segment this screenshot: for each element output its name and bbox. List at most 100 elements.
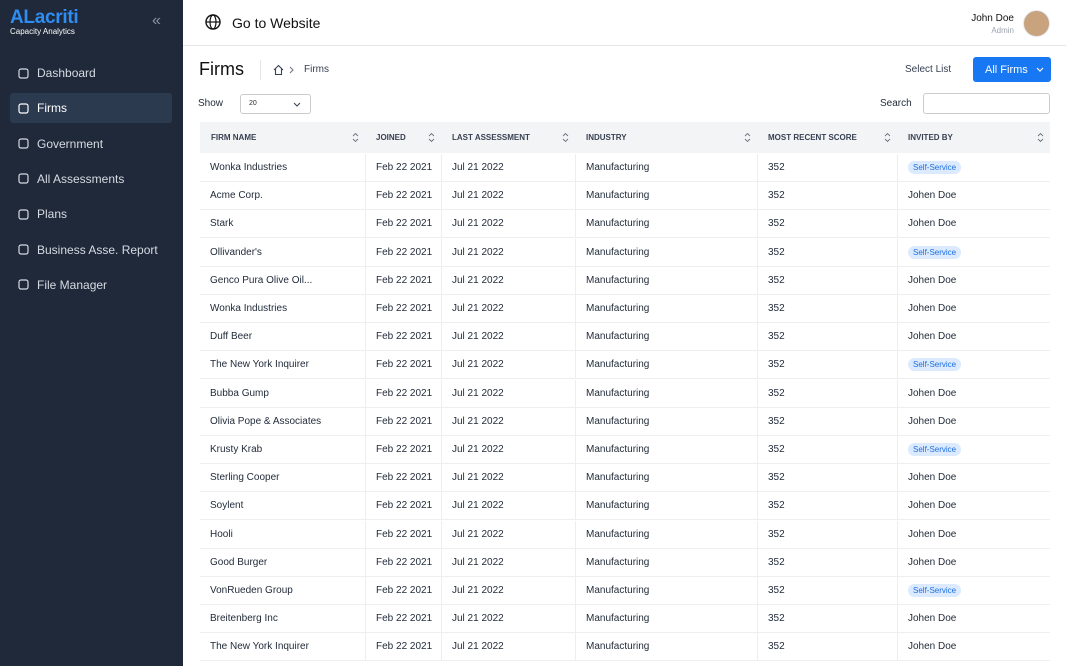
nav-item[interactable]: Dashboard <box>10 58 172 88</box>
collapse-button[interactable]: « <box>152 12 161 30</box>
table-cell: Manufacturing <box>575 239 757 267</box>
table-cell: Manufacturing <box>575 633 757 661</box>
cell-text: Feb 22 2021 <box>376 162 432 173</box>
table-cell: Bubba Gump <box>200 380 365 408</box>
cell-text: Feb 22 2021 <box>376 359 432 370</box>
table-cell: Jul 21 2022 <box>441 492 575 520</box>
table-cell: Self-Service <box>897 351 1050 379</box>
cell-text: Manufacturing <box>586 529 649 540</box>
nav-item[interactable]: File Manager <box>10 270 172 300</box>
nav-icon <box>18 173 29 184</box>
show-select[interactable]: 20 <box>240 94 311 114</box>
breadcrumb[interactable]: Firms <box>304 64 329 75</box>
nav-label: Dashboard <box>37 66 96 80</box>
cell-text: Bubba Gump <box>210 388 269 399</box>
badge: Self-Service <box>908 443 961 456</box>
cell-text: Sterling Cooper <box>210 472 279 483</box>
cell-text: Manufacturing <box>586 472 649 483</box>
column-header[interactable]: INVITED BY <box>897 122 1050 153</box>
cell-text: Wonka Industries <box>210 162 287 173</box>
breadcrumb-home[interactable] <box>273 64 297 76</box>
nav-label: Business Asse. Report <box>37 243 158 257</box>
avatar[interactable] <box>1023 10 1050 37</box>
cell-text: 352 <box>768 247 785 258</box>
cell-text: Johen Doe <box>908 416 956 427</box>
badge: Self-Service <box>908 161 961 174</box>
table-cell: Manufacturing <box>575 267 757 295</box>
table-cell: 352 <box>757 521 897 549</box>
table-cell: 352 <box>757 605 897 633</box>
table-cell: Jul 21 2022 <box>441 436 575 464</box>
column-header[interactable]: MOST RECENT SCORE <box>757 122 897 153</box>
table-cell: Jul 21 2022 <box>441 633 575 661</box>
cell-text: 352 <box>768 388 785 399</box>
all-firms-button[interactable]: All Firms <box>973 57 1051 82</box>
nav-item[interactable]: Plans <box>10 199 172 229</box>
table-cell: Jul 21 2022 <box>441 210 575 238</box>
nav-item[interactable]: Business Asse. Report <box>10 235 172 265</box>
go-to-website[interactable]: Go to Website <box>232 15 320 31</box>
table-cell: Feb 22 2021 <box>365 633 441 661</box>
table-cell: Johen Doe <box>897 295 1050 323</box>
nav-icon <box>18 138 29 149</box>
table-cell: 352 <box>757 633 897 661</box>
nav-label: Plans <box>37 207 67 221</box>
table-cell: Johen Doe <box>897 267 1050 295</box>
cell-text: Feb 22 2021 <box>376 472 432 483</box>
table-cell: Johen Doe <box>897 182 1050 210</box>
column-header[interactable]: LAST ASSESSMENT <box>441 122 575 153</box>
nav-label: Government <box>37 137 103 151</box>
table-cell: Jul 21 2022 <box>441 464 575 492</box>
sort-icon <box>428 132 435 143</box>
table-cell: 352 <box>757 436 897 464</box>
cell-text: The New York Inquirer <box>210 359 309 370</box>
table-cell: Breitenberg Inc <box>200 605 365 633</box>
column-title: INDUSTRY <box>586 133 627 142</box>
cell-text: Manufacturing <box>586 585 649 596</box>
cell-text: Genco Pura Olive Oil... <box>210 275 312 286</box>
table-cell: Johen Doe <box>897 549 1050 577</box>
table-cell: Jul 21 2022 <box>441 549 575 577</box>
cell-text: Manufacturing <box>586 416 649 427</box>
column-header[interactable]: JOINED <box>365 122 441 153</box>
table-cell: 352 <box>757 577 897 605</box>
table-cell: Feb 22 2021 <box>365 521 441 549</box>
column-header[interactable]: FIRM NAME <box>200 122 365 153</box>
show-label: Show <box>198 98 223 109</box>
cell-text: Johen Doe <box>908 190 956 201</box>
table-cell: Manufacturing <box>575 577 757 605</box>
table-cell: Feb 22 2021 <box>365 605 441 633</box>
table-cell: Feb 22 2021 <box>365 351 441 379</box>
chevron <box>293 102 301 107</box>
search-input[interactable] <box>923 93 1050 114</box>
table-cell: Manufacturing <box>575 182 757 210</box>
cell-text: Ollivander's <box>210 247 262 258</box>
table-cell: Manufacturing <box>575 464 757 492</box>
table-cell: Feb 22 2021 <box>365 436 441 464</box>
table-cell: Wonka Industries <box>200 295 365 323</box>
cell-text: Manufacturing <box>586 331 649 342</box>
cell-text: 352 <box>768 472 785 483</box>
table-cell: Jul 21 2022 <box>441 182 575 210</box>
cell-text: Jul 21 2022 <box>452 388 504 399</box>
cell-text: Manufacturing <box>586 444 649 455</box>
column-header[interactable]: INDUSTRY <box>575 122 757 153</box>
nav-item[interactable]: All Assessments <box>10 164 172 194</box>
select-list-label: Select List <box>905 64 951 75</box>
table-cell: 352 <box>757 351 897 379</box>
cell-text: 352 <box>768 416 785 427</box>
table-cell: Manufacturing <box>575 436 757 464</box>
nav-item[interactable]: Government <box>10 129 172 159</box>
table-cell: Feb 22 2021 <box>365 295 441 323</box>
cell-text: Jul 21 2022 <box>452 472 504 483</box>
nav-label: All Assessments <box>37 172 124 186</box>
cell-text: Jul 21 2022 <box>452 585 504 596</box>
cell-text: 352 <box>768 359 785 370</box>
table-cell: Johen Doe <box>897 380 1050 408</box>
cell-text: Manufacturing <box>586 303 649 314</box>
nav-icon <box>18 103 29 114</box>
table-cell: Manufacturing <box>575 154 757 182</box>
logo[interactable]: ALacriti <box>10 7 78 29</box>
table-cell: 352 <box>757 408 897 436</box>
nav-item[interactable]: Firms <box>10 93 172 123</box>
